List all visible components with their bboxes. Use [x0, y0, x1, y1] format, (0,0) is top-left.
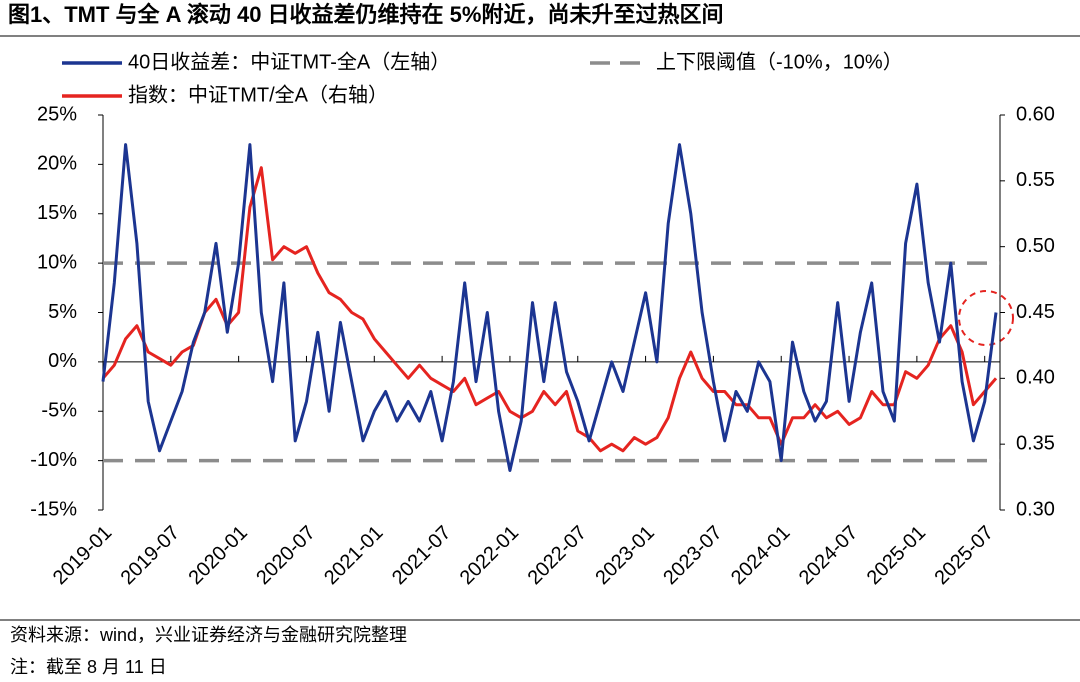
- y-tick-label: 25%: [37, 103, 77, 125]
- y-tick-label: -10%: [30, 449, 77, 471]
- x-tick-label: 2024-07: [795, 522, 862, 589]
- x-tick-label: 2021-07: [388, 522, 455, 589]
- y2-tick-label: 0.45: [1016, 301, 1055, 323]
- legend-label: 40日收益差：中证TMT-全A（左轴）: [128, 50, 450, 73]
- y2-tick-label: 0.35: [1016, 432, 1055, 454]
- y-tick-label: 0%: [48, 350, 77, 372]
- x-tick-label: 2023-01: [591, 522, 658, 589]
- x-tick-label: 2019-07: [117, 522, 184, 589]
- y2-tick-label: 0.50: [1016, 235, 1055, 257]
- y2-tick-label: 0.40: [1016, 367, 1055, 389]
- y-tick-label: 15%: [37, 202, 77, 224]
- x-tick-label: 2022-07: [524, 522, 591, 589]
- note: 注：截至 8 月 11 日: [10, 657, 167, 677]
- legend-label: 上下限阈值（-10%，10%）: [656, 50, 903, 73]
- y-tick-label: -5%: [41, 400, 77, 422]
- x-tick-label: 2020-07: [252, 522, 319, 589]
- highlight-circle: [958, 290, 1014, 346]
- source: 资料来源：wind，兴业证券经济与金融研究院整理: [10, 625, 407, 645]
- x-tick-label: 2021-01: [320, 522, 387, 589]
- x-tick-label: 2024-01: [727, 522, 794, 589]
- x-tick-label: 2022-01: [456, 522, 523, 589]
- y-tick-label: -15%: [30, 498, 77, 520]
- x-tick-label: 2019-01: [49, 522, 116, 589]
- y-tick-label: 10%: [37, 251, 77, 273]
- y-tick-label: 20%: [37, 153, 77, 175]
- y2-tick-label: 0.55: [1016, 169, 1055, 191]
- series-line: [101, 143, 998, 472]
- x-tick-label: 2025-01: [863, 522, 930, 589]
- x-tick-label: 2025-07: [931, 522, 998, 589]
- x-tick-label: 2023-07: [659, 522, 726, 589]
- x-tick-label: 2020-01: [184, 522, 251, 589]
- y2-tick-label: 0.60: [1016, 103, 1055, 125]
- y2-tick-label: 0.30: [1016, 498, 1055, 520]
- series-line: [101, 166, 998, 453]
- legend-label: 指数：中证TMT/全A（右轴）: [128, 83, 388, 106]
- chart-title: 图1、TMT 与全 A 滚动 40 日收益差仍维持在 5%附近，尚未升至过热区间: [8, 2, 723, 27]
- y-tick-label: 5%: [48, 301, 77, 323]
